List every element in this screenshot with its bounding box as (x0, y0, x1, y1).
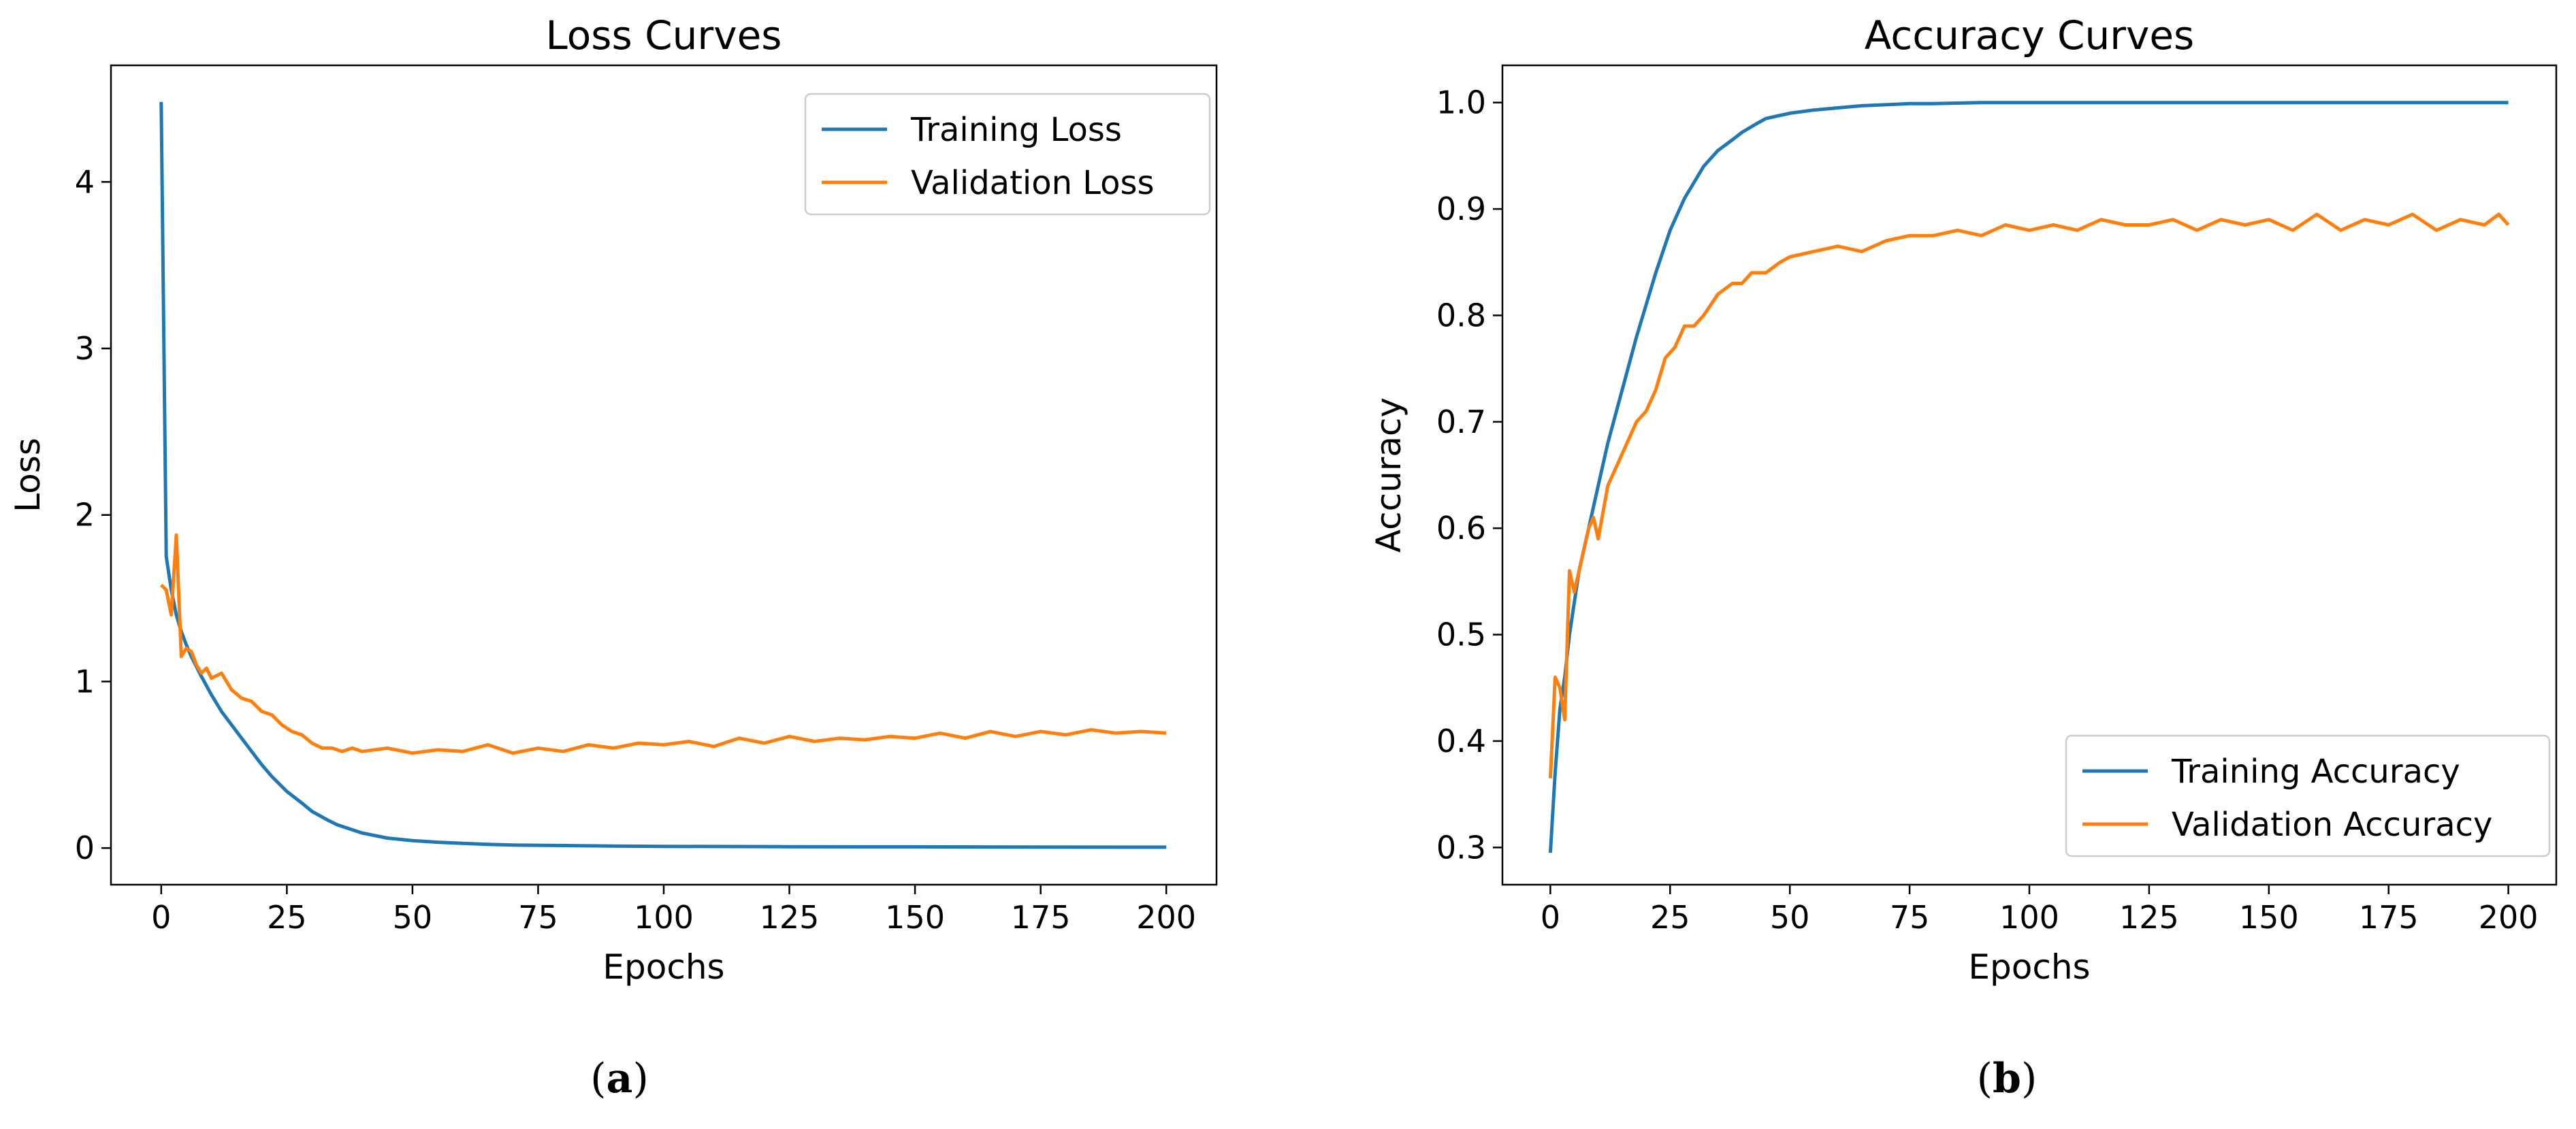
x-tick-label: 25 (267, 899, 307, 936)
x-tick-label: 50 (1770, 899, 1810, 936)
x-tick-label: 50 (393, 899, 433, 936)
y-axis-label: Loss (8, 438, 48, 512)
panel-label-open: ( (1977, 1055, 1993, 1102)
loss-chart: Loss Curves 0 25 50 75 100 125 150 175 200 0 1 2 3 4 Ep… (8, 12, 1218, 1102)
legend-label: Training Loss (910, 111, 1122, 149)
chart-title: Loss Curves (546, 12, 782, 59)
panel-label-letter: a (607, 1055, 633, 1102)
y-tick-label: 3 (75, 330, 95, 367)
legend-box (804, 93, 1211, 216)
x-tick-label: 150 (2239, 899, 2299, 936)
x-tick-label: 175 (2359, 899, 2419, 936)
y-tick-label: 0.6 (1436, 510, 1486, 546)
x-tick-label: 100 (634, 899, 694, 936)
panel-label-open: ( (590, 1055, 606, 1102)
x-tick-label: 125 (760, 899, 820, 936)
x-axis-label: Epochs (1968, 947, 2090, 987)
y-tick-label: 0.3 (1436, 829, 1486, 866)
series-line-validation-loss (160, 533, 1167, 755)
x-tick-label: 75 (1890, 899, 1930, 936)
panel-label: (a) (590, 1055, 649, 1102)
x-tick-label: 100 (1999, 899, 2059, 936)
x-tick-label: 200 (2479, 899, 2539, 936)
chart-title: Accuracy Curves (1865, 12, 2195, 59)
legend-label: Validation Loss (911, 164, 1155, 202)
legend-box (2065, 734, 2551, 857)
panel-label: (b) (1977, 1055, 2038, 1102)
y-axis-label: Accuracy (1369, 397, 1408, 553)
x-tick-label: 200 (1136, 899, 1196, 936)
y-tick-label: 0.4 (1436, 723, 1486, 759)
panel-label-letter: b (1993, 1055, 2021, 1102)
x-tick-label: 0 (151, 899, 171, 936)
y-tick-label: 0.9 (1436, 191, 1486, 227)
y-tick-label: 0.5 (1436, 617, 1486, 653)
y-tick-label: 0 (75, 830, 95, 866)
x-tick-label: 125 (2119, 899, 2179, 936)
x-tick-label: 175 (1011, 899, 1071, 936)
x-tick-label: 75 (518, 899, 558, 936)
legend-label: Validation Accuracy (2172, 806, 2492, 844)
y-tick-label: 2 (75, 497, 95, 534)
y-tick-label: 0.8 (1436, 297, 1486, 333)
series-line-validation-accuracy (1548, 212, 2510, 779)
x-tick-label: 150 (885, 899, 945, 936)
legend-label: Training Accuracy (2171, 753, 2460, 791)
panel-label-close: ) (2021, 1055, 2037, 1102)
y-tick-label: 1.0 (1436, 84, 1486, 121)
x-axis-label: Epochs (602, 947, 724, 987)
y-tick-label: 4 (75, 163, 95, 200)
y-tick-label: 0.7 (1436, 404, 1486, 440)
x-tick-label: 25 (1650, 899, 1690, 936)
accuracy-chart: Accuracy Curves 0 25 50 75 100 125 150 175 200 0.3… (1369, 12, 2558, 1102)
panel-label-close: ) (632, 1055, 648, 1102)
y-tick-label: 1 (75, 663, 95, 700)
x-tick-label: 0 (1541, 899, 1560, 936)
